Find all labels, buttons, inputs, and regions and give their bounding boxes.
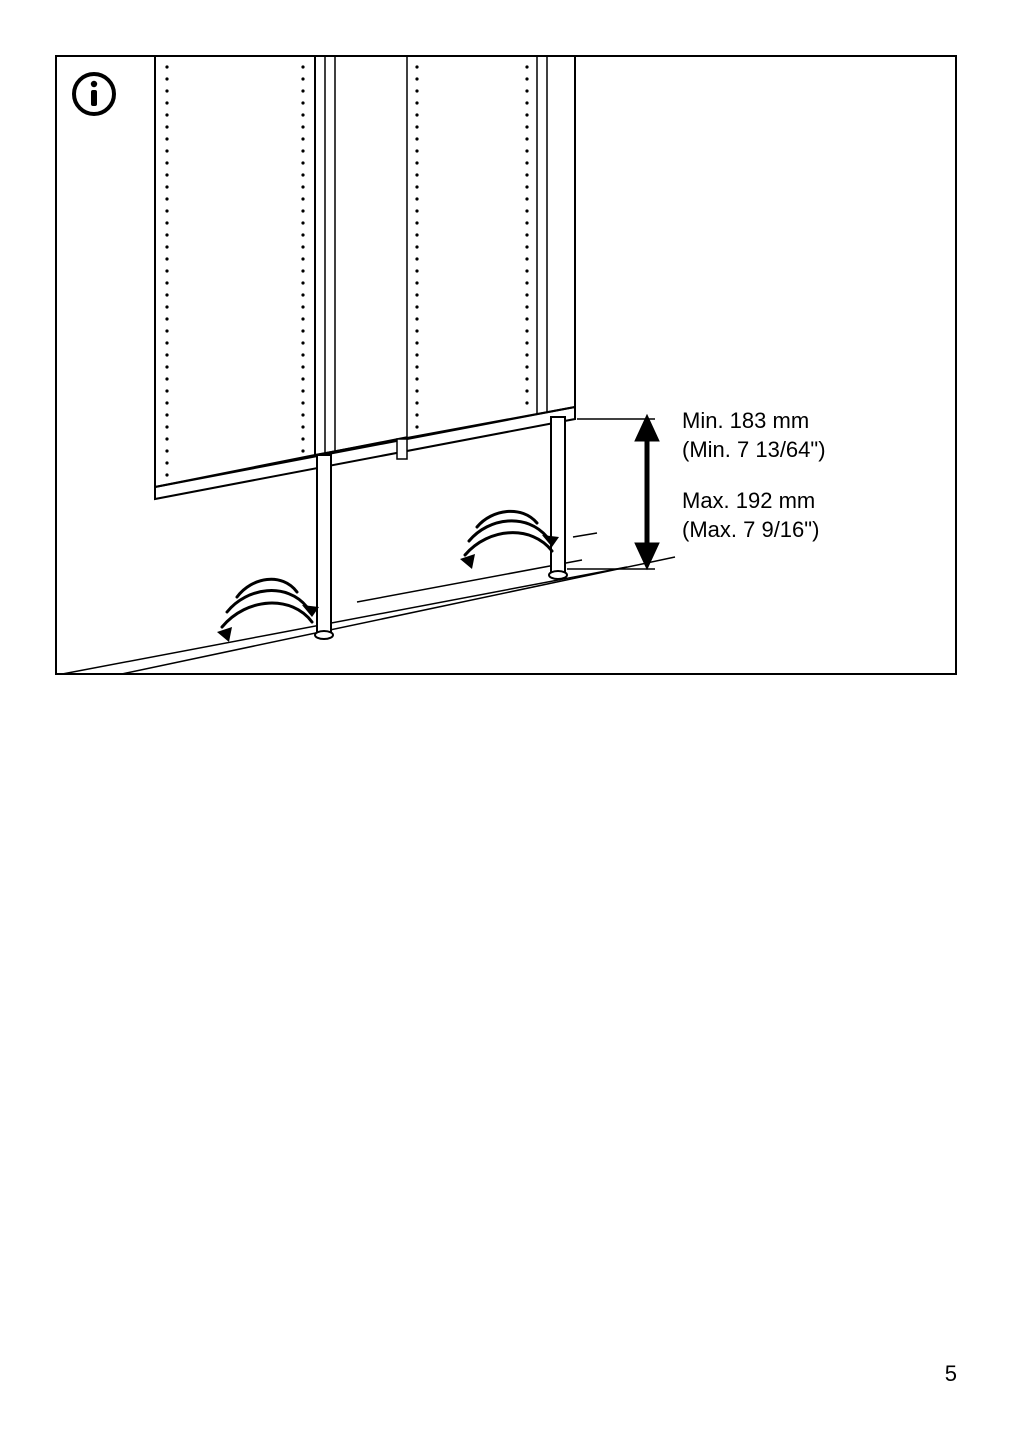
page: Min. 183 mm (Min. 7 13/64") Max. 192 mm …: [0, 0, 1012, 1432]
min-mm: Min. 183 mm: [682, 408, 809, 433]
min-inches: (Min. 7 13/64"): [682, 437, 826, 462]
dimension-text-min: Min. 183 mm (Min. 7 13/64"): [682, 407, 826, 464]
diagram-frame: Min. 183 mm (Min. 7 13/64") Max. 192 mm …: [55, 55, 957, 675]
max-mm: Max. 192 mm: [682, 488, 815, 513]
max-inches: (Max. 7 9/16"): [682, 517, 819, 542]
dimension-text-max: Max. 192 mm (Max. 7 9/16"): [682, 487, 819, 544]
cabinet-leg-diagram: [57, 57, 957, 675]
page-number: 5: [945, 1361, 957, 1387]
